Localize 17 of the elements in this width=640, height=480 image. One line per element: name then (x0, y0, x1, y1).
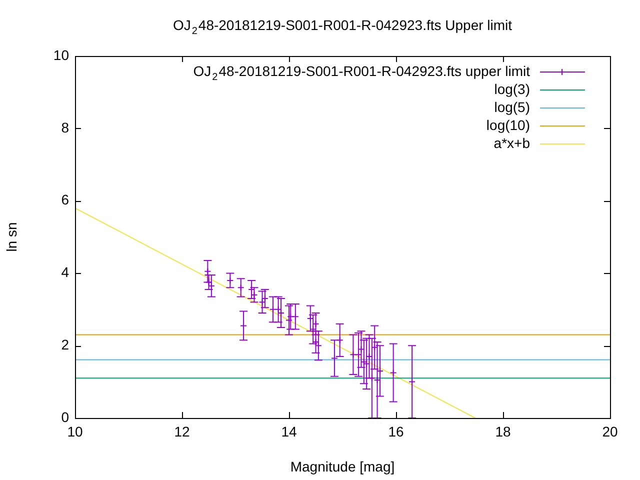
legend-label: log(5) (494, 98, 530, 115)
legend-label: log(10) (486, 116, 530, 133)
x-axis-title: Magnitude [mag] (290, 458, 395, 474)
y-tick-label: 10 (53, 46, 70, 63)
y-axis-title: ln sn (3, 222, 20, 252)
y-tick-label: 0 (61, 408, 70, 425)
y-tick-label: 8 (61, 119, 70, 136)
y-tick-label: 2 (61, 336, 70, 352)
legend-label: a*x+b (494, 134, 530, 151)
legend-label: log(3) (494, 80, 530, 97)
y-tick-label: 6 (61, 192, 70, 208)
y-tick-label: 4 (61, 264, 70, 280)
x-tick-label: 12 (174, 423, 190, 440)
x-tick-label: 20 (602, 423, 618, 440)
x-tick-label: 18 (495, 423, 511, 440)
x-tick-label: 14 (281, 423, 297, 440)
x-tick-label: 16 (388, 423, 404, 440)
